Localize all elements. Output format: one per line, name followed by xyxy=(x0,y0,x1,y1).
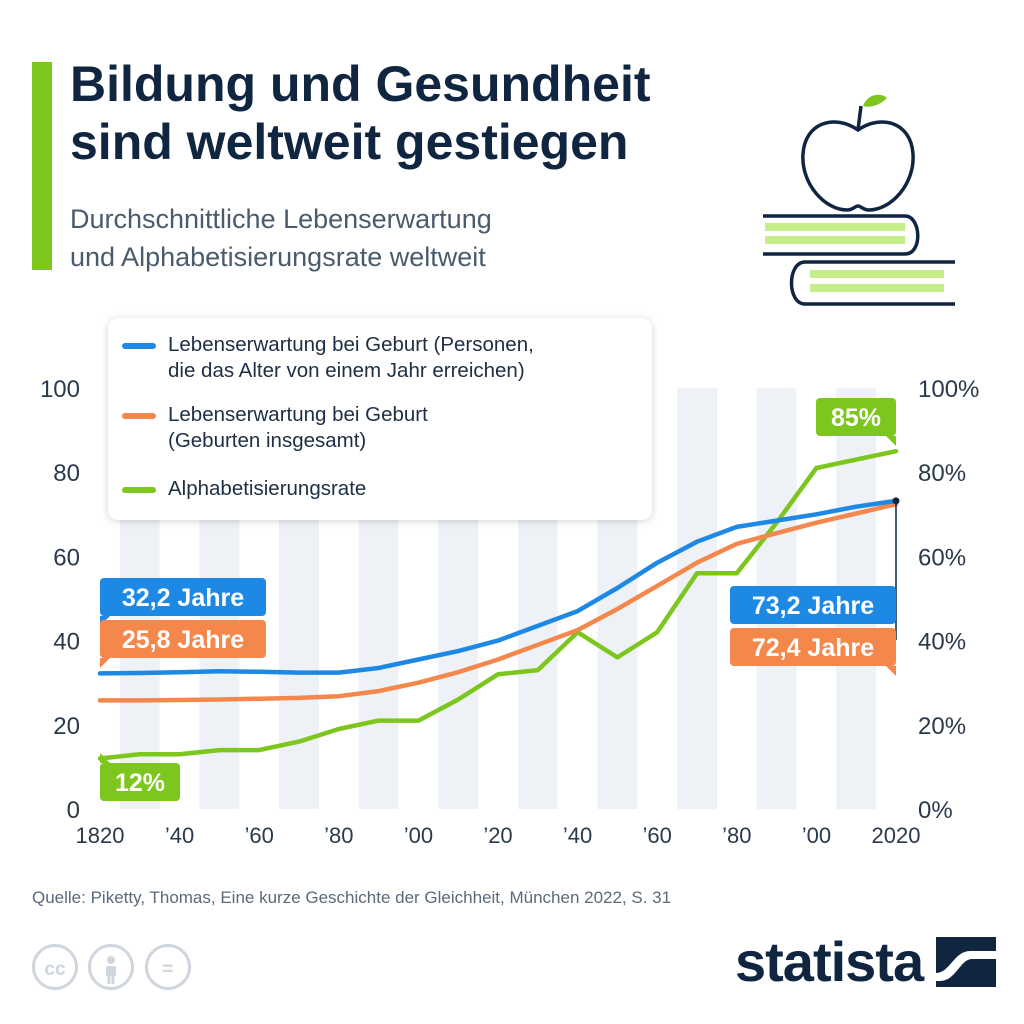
title-line-2: sind weltweit gestiegen xyxy=(70,114,629,170)
data-label-box xyxy=(730,586,896,624)
y-right-tick-label: 0% xyxy=(918,797,953,824)
license-icons: cc = xyxy=(32,944,197,990)
leaf-icon xyxy=(863,94,887,107)
y-right-tick-label: 20% xyxy=(918,713,966,740)
legend-label: Alphabetisierungsrate xyxy=(168,477,367,500)
y-right-tick-label: 60% xyxy=(918,544,966,571)
x-axis: 1820 ’40 ’60 ’80 ’00 ’20 ’40 ’60 ’80 ’00 2020 xyxy=(76,823,921,848)
y-left-tick-label: 20 xyxy=(53,713,80,740)
chart-legend: Lebenserwartung bei Geburt (Personen, di… xyxy=(108,318,652,520)
accent-bar xyxy=(32,62,52,270)
y-left-tick-label: 40 xyxy=(53,629,80,656)
data-label-text: 85% xyxy=(831,404,881,432)
legend-swatch-blue xyxy=(122,343,156,349)
y-right-tick-label: 80% xyxy=(918,460,966,487)
legend-item-lebenserwartung-gesamt: Lebenserwartung bei Geburt (Geburten ins… xyxy=(122,402,642,454)
page-title: Bildung und Gesundheit sind weltweit ges… xyxy=(70,55,790,171)
x-tick-label: ’00 xyxy=(404,823,433,848)
page-subtitle: Durchschnittliche Lebenserwartung und Al… xyxy=(70,200,770,276)
legend-label-line-2: (Geburten insgesamt) xyxy=(168,429,367,452)
y-right-tick-label: 100% xyxy=(918,376,979,403)
data-label: 72,4 Jahre xyxy=(730,628,896,676)
data-label: 25,8 Jahre xyxy=(100,620,266,668)
y-left-tick-label: 100 xyxy=(40,376,80,403)
data-label-box xyxy=(100,620,266,658)
subtitle-line-2: und Alphabetisierungsrate weltweit xyxy=(70,242,486,272)
person-icon[interactable] xyxy=(88,944,135,990)
source-note: Quelle: Piketty, Thomas, Eine kurze Gesc… xyxy=(32,888,672,907)
series-line xyxy=(97,501,899,703)
legend-item-alphabetisierung: Alphabetisierungsrate xyxy=(122,476,642,502)
data-label-text: 32,2 Jahre xyxy=(122,584,244,612)
data-label-text: 72,4 Jahre xyxy=(752,634,874,662)
legend-swatch-green xyxy=(122,487,156,493)
logo-text: statista xyxy=(735,930,924,993)
end-marker-dot xyxy=(892,497,900,505)
legend-label-line-2: die das Alter von einem Jahr erreichen) xyxy=(168,359,525,382)
apple-books-icon xyxy=(763,94,955,306)
book-icon-top xyxy=(763,214,920,256)
data-label-box xyxy=(816,398,896,436)
x-tick-label: ’40 xyxy=(165,823,194,848)
y-left-tick-label: 80 xyxy=(53,460,80,487)
data-label: 32,2 Jahre xyxy=(100,578,266,626)
x-tick-label: ’60 xyxy=(245,823,274,848)
title-line-1: Bildung und Gesundheit xyxy=(70,56,651,112)
legend-swatch-orange xyxy=(122,413,156,419)
y-axis-right: 0% 20% 40% 60% 80% 100% xyxy=(918,376,979,824)
y-left-tick-label: 60 xyxy=(53,544,80,571)
data-label: 12% xyxy=(100,753,180,801)
book-icon-bottom xyxy=(789,260,955,306)
data-label-tail xyxy=(886,666,896,676)
x-tick-label: ’80 xyxy=(722,823,751,848)
data-label: 85% xyxy=(816,398,896,446)
series-line xyxy=(97,498,899,676)
data-label-box xyxy=(100,578,266,616)
y-right-tick-label: 40% xyxy=(918,629,966,656)
data-label: 73,2 Jahre xyxy=(730,586,896,624)
data-label-box xyxy=(100,763,180,801)
x-tick-label: ’20 xyxy=(483,823,512,848)
chart-annotations: 32,2 Jahre 25,8 Jahre 12% 85% 73,2 Jahre 72,4… xyxy=(100,398,896,801)
x-tick-label: ’40 xyxy=(563,823,592,848)
x-tick-label: ’00 xyxy=(802,823,831,848)
equals-icon[interactable]: = xyxy=(144,944,191,990)
legend-label-line-1: Lebenserwartung bei Geburt (Personen, xyxy=(168,333,534,356)
data-label-box xyxy=(730,628,896,666)
legend-label-line-1: Lebenserwartung bei Geburt xyxy=(168,403,428,426)
data-label-tail xyxy=(100,753,110,763)
x-tick-label: ’60 xyxy=(643,823,672,848)
series-line xyxy=(97,448,899,761)
data-label-tail xyxy=(886,436,896,446)
x-tick-label: 1820 xyxy=(76,823,125,848)
data-label-text: 25,8 Jahre xyxy=(122,626,244,654)
x-tick-label: 2020 xyxy=(872,823,921,848)
chart-series xyxy=(97,448,900,761)
y-left-tick-label: 0 xyxy=(67,797,80,824)
chart-band xyxy=(677,388,717,809)
x-tick-label: ’80 xyxy=(324,823,353,848)
data-label-text: 12% xyxy=(115,769,165,797)
statista-logo[interactable]: statista xyxy=(735,932,996,992)
cc-icon[interactable]: cc xyxy=(32,944,78,990)
subtitle-line-1: Durchschnittliche Lebenserwartung xyxy=(70,204,492,234)
data-label-text: 73,2 Jahre xyxy=(752,592,874,620)
statista-logo-mark-icon xyxy=(935,937,996,987)
data-label-tail xyxy=(100,658,110,668)
legend-item-lebenserwartung-1jahr: Lebenserwartung bei Geburt (Personen, di… xyxy=(122,332,642,384)
apple-icon xyxy=(801,105,915,212)
y-axis-left: 0 20 40 60 80 100 xyxy=(40,376,80,824)
